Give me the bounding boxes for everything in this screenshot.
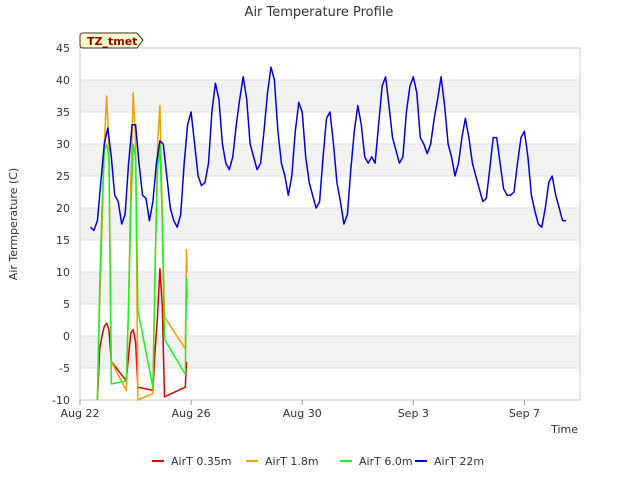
plot-frame	[79, 47, 581, 401]
station-badge: TZ_tmet	[79, 32, 144, 49]
legend-label: AirT 0.35m	[171, 455, 232, 468]
y-tick-label: 0	[63, 330, 70, 343]
legend: AirT 0.35m AirT 1.8m AirT 6.0m AirT 22m	[152, 455, 484, 468]
series-lines	[89, 66, 567, 401]
y-tick-label: 40	[56, 74, 70, 87]
series-line-3	[89, 66, 567, 232]
y-axis-ticks: -10 -5 0 5 10 15 20 25 30 35 40 45	[52, 42, 70, 407]
y-tick-label: 5	[63, 298, 70, 311]
x-tick-label: Aug 22	[61, 407, 100, 420]
x-tick-label: Sep 3	[398, 407, 429, 420]
grid-band	[80, 208, 580, 240]
x-axis-label: Time	[550, 423, 578, 436]
y-tick-label: -5	[59, 362, 70, 375]
grid-band	[80, 80, 580, 112]
legend-label: AirT 6.0m	[359, 455, 413, 468]
y-tick-label: 35	[56, 106, 70, 119]
y-tick-label: 30	[56, 138, 70, 151]
legend-label: AirT 1.8m	[265, 455, 319, 468]
y-tick-label: 45	[56, 42, 70, 55]
x-tick-label: Aug 26	[172, 407, 211, 420]
y-tick-label: 25	[56, 170, 70, 183]
y-tick-label: 20	[56, 202, 70, 215]
x-tick-label: Sep 7	[509, 407, 540, 420]
badge-box	[79, 32, 144, 49]
series-line-0	[96, 268, 188, 401]
chart-title: Air Temperature Profile	[245, 5, 394, 20]
grid-bands	[80, 47, 580, 401]
y-axis-label: Air Termperature (C)	[7, 168, 20, 280]
badge-label: TZ_tmet	[87, 35, 137, 48]
series-line-2	[96, 143, 188, 401]
y-tick-label: 15	[56, 234, 70, 247]
x-axis-ticks: Aug 22 Aug 26 Aug 30 Sep 3 Sep 7	[61, 400, 540, 420]
legend-label: AirT 22m	[434, 455, 484, 468]
y-tick-label: 10	[56, 266, 70, 279]
x-tick-label: Aug 30	[283, 407, 322, 420]
y-tick-label: -10	[52, 394, 70, 407]
